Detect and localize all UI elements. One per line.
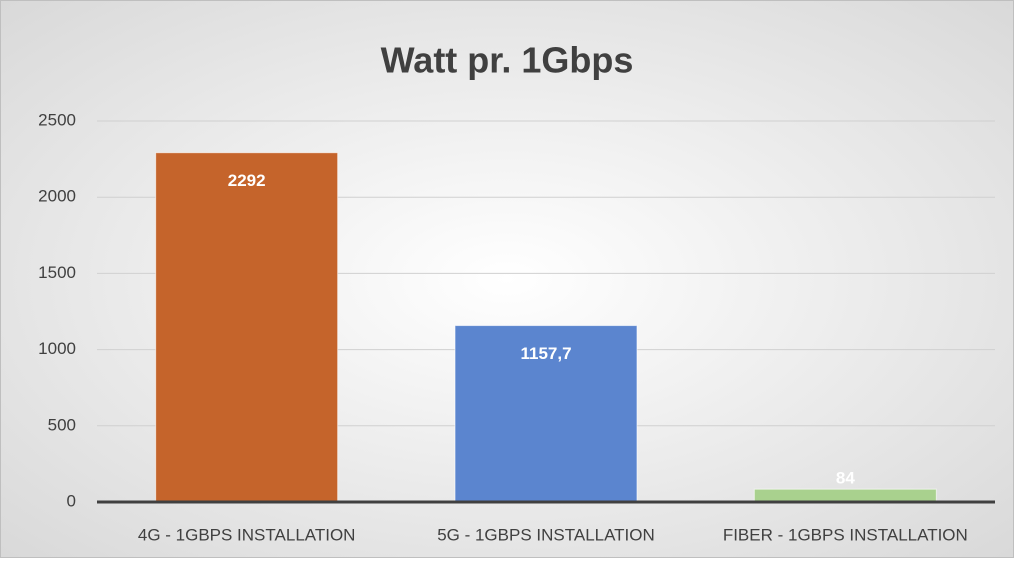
bar <box>454 325 638 503</box>
y-tick-label: 0 <box>67 491 76 510</box>
chart-title: Watt pr. 1Gbps <box>381 40 634 81</box>
y-tick-label: 500 <box>48 415 76 434</box>
x-tick-label: FIBER - 1GBPS INSTALLATION <box>723 525 968 544</box>
data-label: 84 <box>836 469 855 488</box>
data-label: 2292 <box>228 171 266 190</box>
x-tick-label: 4G - 1GBPS INSTALLATION <box>138 525 356 544</box>
x-tick-label: 5G - 1GBPS INSTALLATION <box>437 525 655 544</box>
y-tick-label: 2500 <box>38 110 76 129</box>
y-tick-label: 1500 <box>38 263 76 282</box>
bar <box>753 488 937 503</box>
bar <box>155 152 339 503</box>
data-label: 1157,7 <box>520 344 571 363</box>
y-tick-label: 1000 <box>38 339 76 358</box>
y-tick-label: 2000 <box>38 187 76 206</box>
